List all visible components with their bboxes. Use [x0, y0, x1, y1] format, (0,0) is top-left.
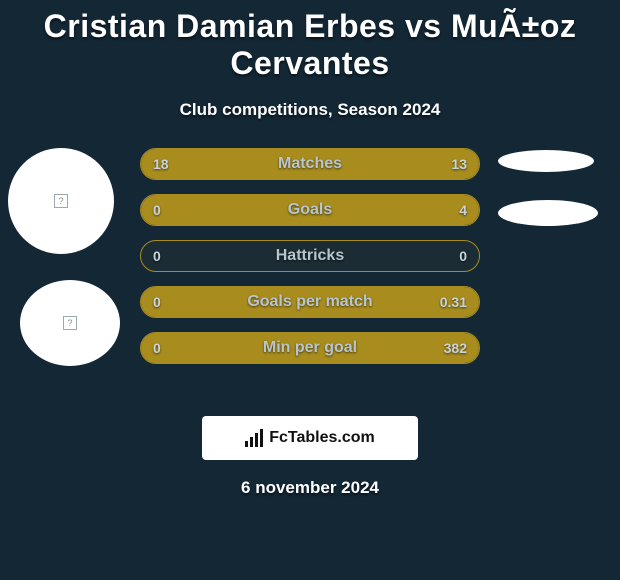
- page-title: Cristian Damian Erbes vs MuÃ±oz Cervante…: [0, 0, 620, 82]
- stat-row: 00.31Goals per match: [140, 286, 480, 318]
- image-placeholder-icon: ?: [54, 194, 68, 208]
- player-avatar-left: ?: [8, 148, 114, 254]
- subtitle: Club competitions, Season 2024: [0, 100, 620, 120]
- attribution-badge: FcTables.com: [202, 416, 418, 460]
- stat-value-left: 0: [153, 287, 161, 317]
- stat-fill-right: [141, 333, 479, 363]
- stat-value-right: 4: [459, 195, 467, 225]
- player-avatar-right: ?: [20, 280, 120, 366]
- stat-bars: 1813Matches04Goals00Hattricks00.31Goals …: [140, 148, 480, 364]
- stat-fill-left: [141, 195, 209, 225]
- stat-value-left: 0: [153, 195, 161, 225]
- stat-fill-right: [141, 287, 479, 317]
- decorative-pill: [498, 200, 598, 226]
- stat-value-right: 13: [451, 149, 467, 179]
- comparison-chart: ? ? 1813Matches04Goals00Hattricks00.31Go…: [0, 148, 620, 398]
- date-text: 6 november 2024: [0, 478, 620, 498]
- bars-icon: [245, 429, 263, 447]
- stat-value-left: 18: [153, 149, 169, 179]
- stat-row: 0 0Hattricks: [140, 240, 480, 272]
- stat-row: 04Goals: [140, 194, 480, 226]
- stat-value-left: 0: [153, 333, 161, 363]
- stat-fill-right: [209, 195, 479, 225]
- stat-row: 0382Min per goal: [140, 332, 480, 364]
- stat-value-right: 0.31: [440, 287, 467, 317]
- stat-row: 1813Matches: [140, 148, 480, 180]
- stat-value-left: 0: [153, 241, 161, 271]
- stat-value-right: 0: [459, 241, 467, 271]
- image-placeholder-icon: ?: [63, 316, 77, 330]
- stat-label: Hattricks: [141, 241, 479, 271]
- stat-fill-left: [141, 149, 337, 179]
- stat-value-right: 382: [444, 333, 467, 363]
- attribution-text: FcTables.com: [269, 429, 375, 447]
- decorative-pill: [498, 150, 594, 172]
